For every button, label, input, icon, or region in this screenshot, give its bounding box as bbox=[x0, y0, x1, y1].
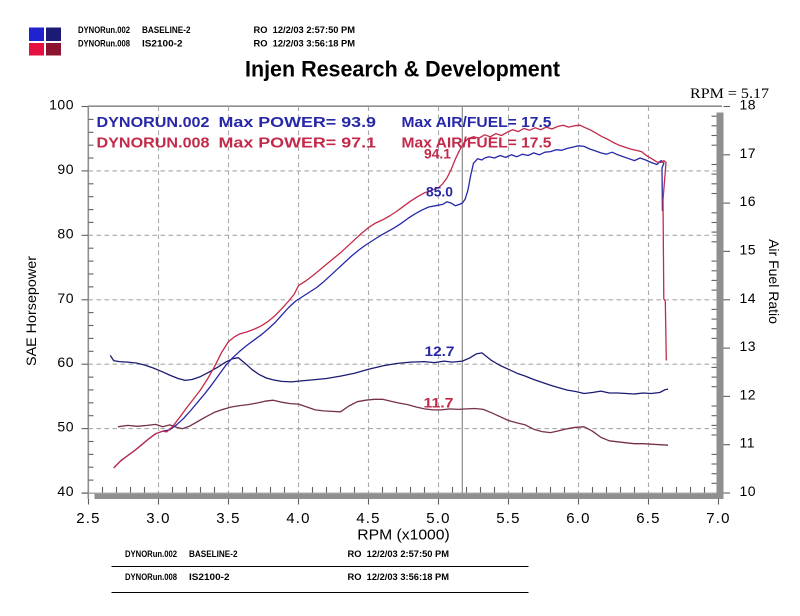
svg-text:RPM (x1000): RPM (x1000) bbox=[357, 527, 450, 544]
svg-text:6.0: 6.0 bbox=[566, 510, 590, 527]
svg-text:85.0: 85.0 bbox=[426, 185, 453, 200]
svg-text:RO 12/2/03 2:57:50 PM: RO 12/2/03 2:57:50 PM bbox=[254, 25, 356, 35]
svg-text:11.7: 11.7 bbox=[424, 396, 454, 411]
svg-text:RPM = 5.17: RPM = 5.17 bbox=[690, 86, 769, 102]
svg-text:16: 16 bbox=[740, 193, 757, 209]
svg-text:Injen Research & Development: Injen Research & Development bbox=[245, 57, 561, 82]
svg-text:6.5: 6.5 bbox=[636, 510, 660, 527]
svg-text:13: 13 bbox=[740, 338, 757, 354]
svg-text:RO 12/2/03 3:56:18 PM: RO 12/2/03 3:56:18 PM bbox=[254, 39, 356, 49]
svg-text:BASELINE-2: BASELINE-2 bbox=[189, 549, 238, 559]
svg-text:DYNORUN.008: DYNORUN.008 bbox=[97, 135, 210, 152]
svg-text:70: 70 bbox=[57, 290, 74, 306]
svg-text:IS2100-2: IS2100-2 bbox=[189, 572, 230, 582]
svg-text:3.0: 3.0 bbox=[146, 510, 170, 527]
svg-text:Max AIR/FUEL= 17.5: Max AIR/FUEL= 17.5 bbox=[402, 135, 552, 152]
svg-text:100: 100 bbox=[49, 97, 74, 113]
svg-text:RO 12/2/03 3:56:18 PM: RO 12/2/03 3:56:18 PM bbox=[348, 572, 450, 582]
svg-text:Air Fuel Ratio: Air Fuel Ratio bbox=[766, 239, 782, 324]
svg-text:Max POWER= 93.9: Max POWER= 93.9 bbox=[219, 114, 377, 131]
svg-text:DYNORun.002: DYNORun.002 bbox=[78, 25, 130, 35]
svg-text:2.5: 2.5 bbox=[76, 510, 100, 527]
svg-text:DYNORun.002: DYNORun.002 bbox=[125, 549, 177, 559]
svg-text:DYNORun.008: DYNORun.008 bbox=[125, 572, 177, 582]
svg-text:Max AIR/FUEL= 17.5: Max AIR/FUEL= 17.5 bbox=[402, 114, 552, 131]
svg-text:80: 80 bbox=[57, 225, 74, 241]
svg-text:94.1: 94.1 bbox=[424, 147, 451, 162]
svg-text:11: 11 bbox=[740, 435, 756, 451]
svg-text:DYNORUN.002: DYNORUN.002 bbox=[97, 114, 210, 131]
svg-text:14: 14 bbox=[740, 290, 757, 306]
svg-text:BASELINE-2: BASELINE-2 bbox=[142, 25, 191, 35]
svg-text:7.0: 7.0 bbox=[706, 510, 730, 527]
svg-text:3.5: 3.5 bbox=[216, 510, 240, 527]
svg-text:5.5: 5.5 bbox=[496, 510, 520, 527]
svg-text:SAE Horsepower: SAE Horsepower bbox=[23, 256, 39, 366]
svg-text:Max POWER= 97.1: Max POWER= 97.1 bbox=[219, 135, 377, 152]
svg-text:IS2100-2: IS2100-2 bbox=[142, 39, 183, 49]
svg-text:12: 12 bbox=[740, 386, 757, 402]
svg-text:10: 10 bbox=[740, 483, 757, 499]
svg-text:12.7: 12.7 bbox=[425, 344, 455, 359]
svg-text:4.5: 4.5 bbox=[356, 510, 380, 527]
svg-text:60: 60 bbox=[57, 354, 74, 370]
svg-text:17: 17 bbox=[740, 145, 757, 161]
svg-text:4.0: 4.0 bbox=[286, 510, 310, 527]
svg-text:90: 90 bbox=[57, 161, 74, 177]
svg-text:18: 18 bbox=[740, 97, 757, 113]
svg-text:RO 12/2/03 2:57:50 PM: RO 12/2/03 2:57:50 PM bbox=[348, 549, 450, 559]
svg-text:40: 40 bbox=[57, 483, 74, 499]
svg-text:5.0: 5.0 bbox=[426, 510, 450, 527]
svg-text:DYNORun.008: DYNORun.008 bbox=[78, 39, 130, 49]
svg-text:50: 50 bbox=[57, 419, 74, 435]
svg-text:15: 15 bbox=[740, 241, 757, 257]
